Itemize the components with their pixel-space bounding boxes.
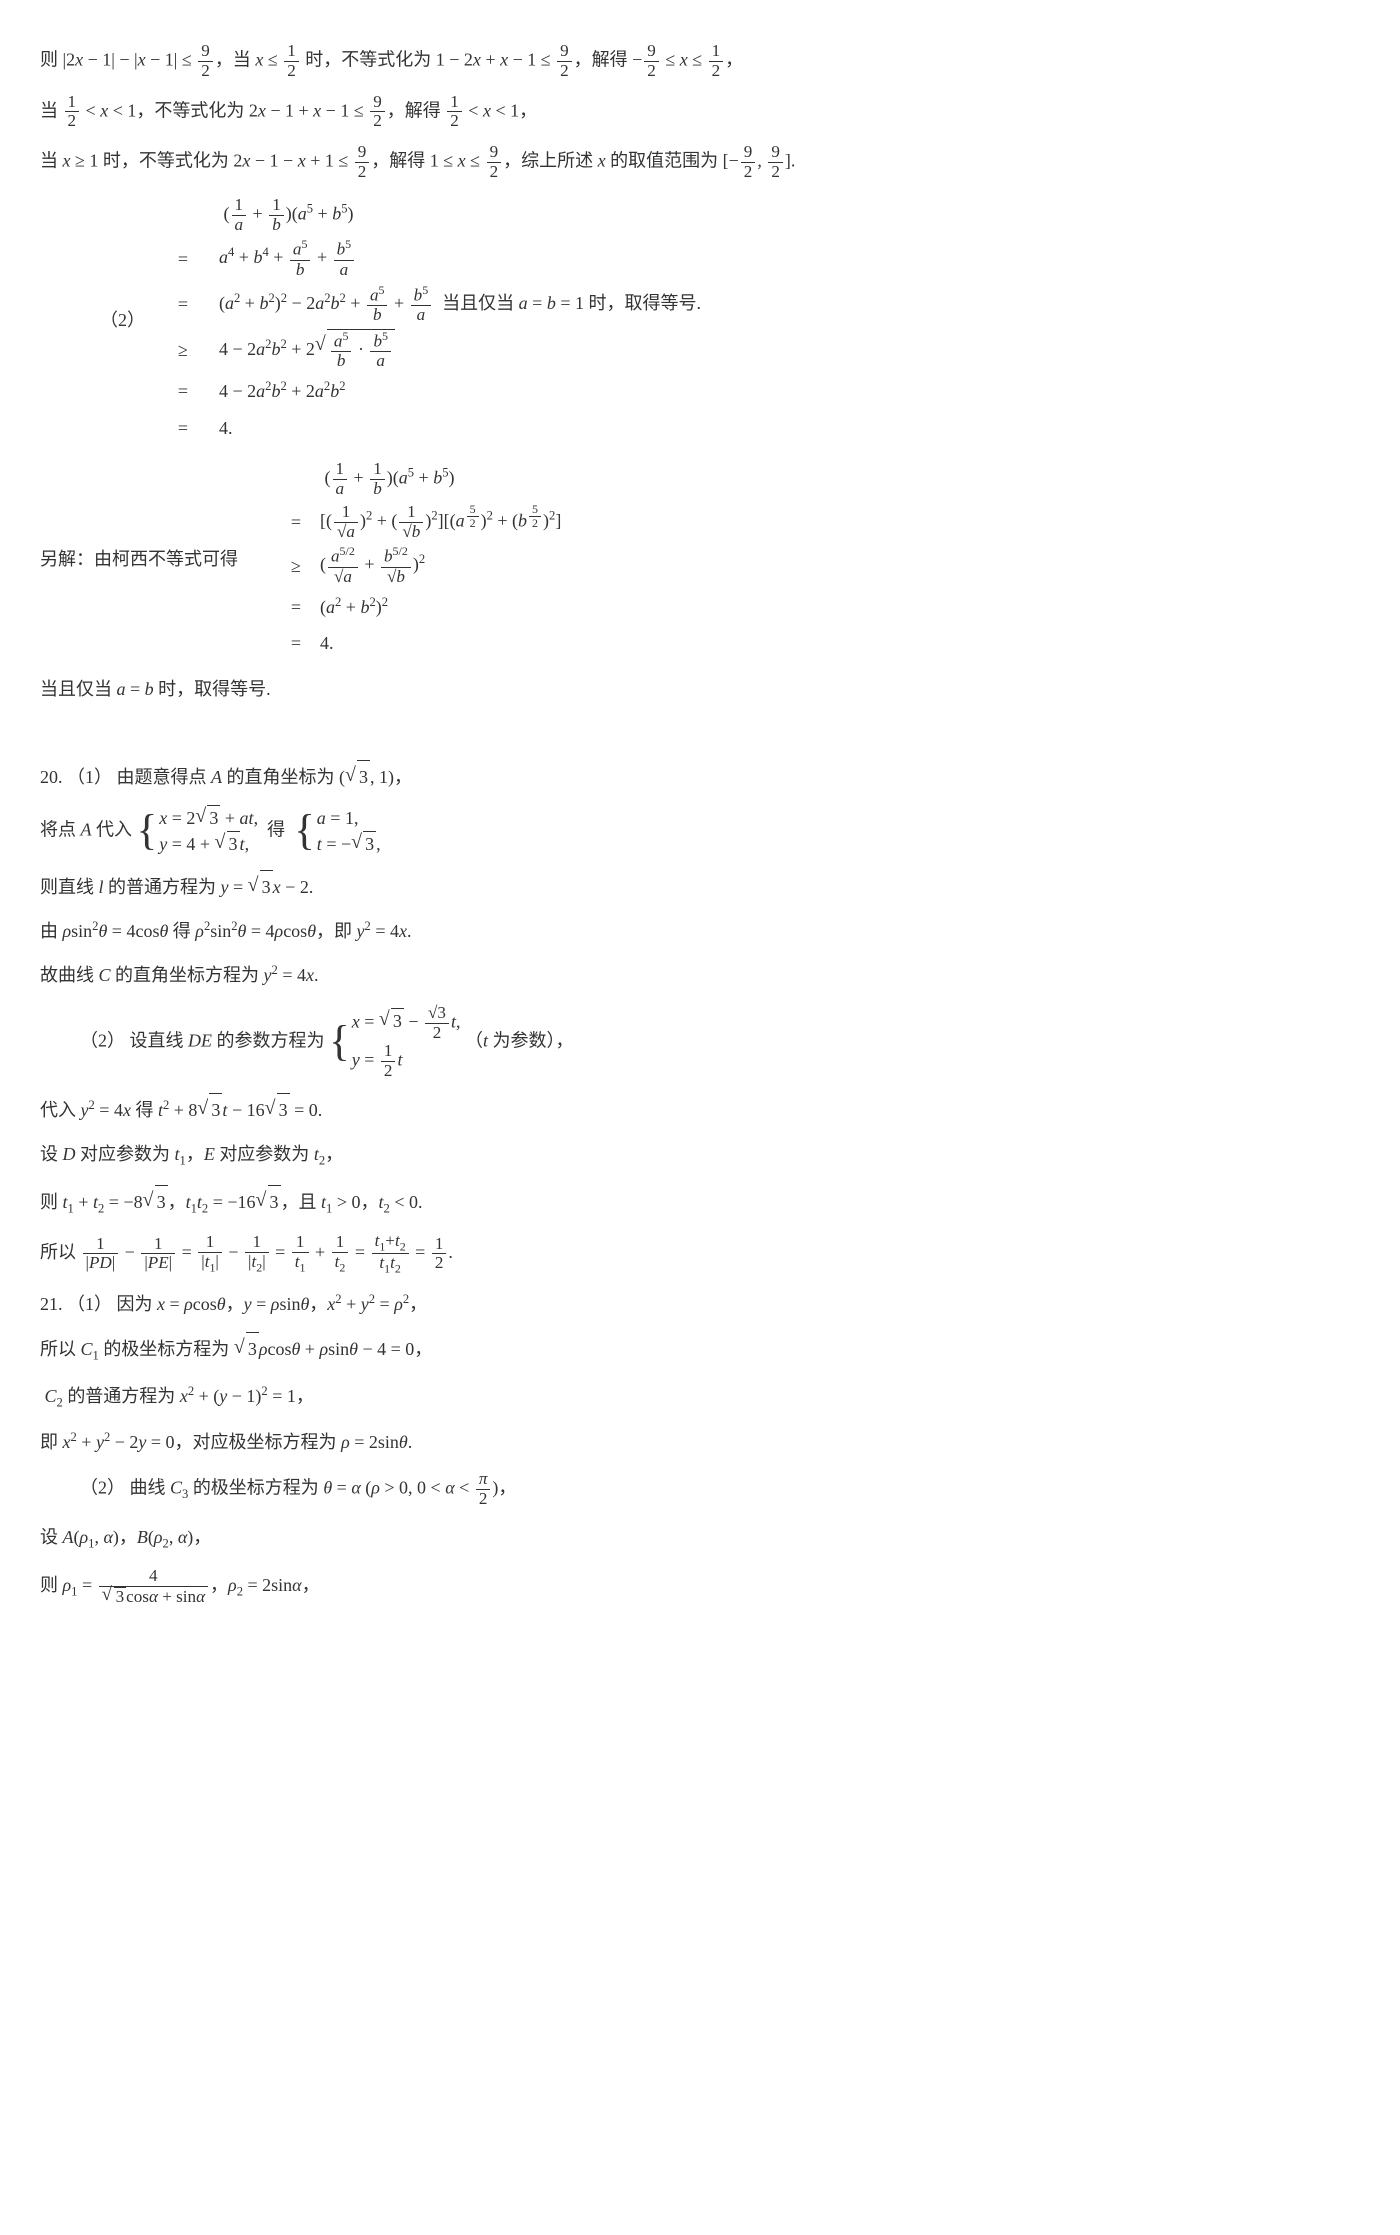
problem-20-6: （2） 设直线 DE 的参数方程为 {x = 3 − √32t,y = 12t … [80, 1004, 1360, 1081]
problem-21-4: 即 x2 + y2 − 2y = 0，对应极坐标方程为 ρ = 2sinθ. [40, 1426, 1360, 1458]
problem-20-3: 则直线 l 的普通方程为 y = 3x − 2. [40, 870, 1360, 903]
alt-solution-row: 另解：由柯西不等式可得 (1a + 1b)(a5 + b5) =[(1√a)2 … [40, 458, 1360, 661]
problem-20-9: 则 t1 + t2 = −83，t1t2 = −163，且 t1 > 0，t2 … [40, 1185, 1360, 1220]
text-line: 则 |2x − 1| − |x − 1| ≤ 92，当 x ≤ 12 时，不等式… [40, 42, 1360, 81]
equation-table-alt: (1a + 1b)(a5 + b5) =[(1√a)2 + (1√b)2][(a… [278, 458, 567, 661]
text-line: 当 x ≥ 1 时，不等式化为 2x − 1 − x + 1 ≤ 92，解得 1… [40, 143, 1360, 182]
problem-20-8: 设 D 对应参数为 t1，E 对应参数为 t2， [40, 1138, 1360, 1172]
problem-21-2: 所以 C1 的极坐标方程为 3ρcosθ + ρsinθ − 4 = 0， [40, 1332, 1360, 1367]
problem-21-7: 则 ρ1 = 43cosα + sinα，ρ2 = 2sinα， [40, 1567, 1360, 1607]
problem-20-7: 代入 y2 = 4x 得 t2 + 83t − 163 = 0. [40, 1093, 1360, 1126]
problem-20-1: 20. （1） 由题意得点 A 的直角坐标为 (3, 1)， [40, 760, 1360, 793]
problem-20-5: 故曲线 C 的直角坐标方程为 y2 = 4x. [40, 959, 1360, 991]
equation-label: （2） [100, 304, 145, 336]
equation-block-2: （2） (1a + 1b)(a5 + b5) =a4 + b4 + a5b + … [100, 194, 1360, 446]
equation-table: (1a + 1b)(a5 + b5) =a4 + b4 + a5b + b5a … [165, 194, 707, 446]
problem-21-6: 设 A(ρ1, α)，B(ρ2, α)， [40, 1521, 1360, 1555]
problem-20-4: 由 ρsin2θ = 4cosθ 得 ρ2sin2θ = 4ρcosθ，即 y2… [40, 915, 1360, 947]
problem-20-10: 所以 1|PD| − 1|PE| = 1|t1| − 1|t2| = 1t1 +… [40, 1232, 1360, 1276]
text-line: 当且仅当 a = b 时，取得等号. [40, 673, 1360, 705]
problem-21-3: C2 的普通方程为 x2 + (y − 1)2 = 1， [40, 1380, 1360, 1414]
alt-label: 另解：由柯西不等式可得 [40, 543, 238, 575]
problem-21-5: （2） 曲线 C3 的极坐标方程为 θ = α (ρ > 0, 0 < α < … [80, 1470, 1360, 1509]
problem-20-2: 将点 A 代入 {x = 23 + at,y = 4 + 3t, 得 {a = … [40, 805, 1360, 857]
text-line: 当 12 < x < 1，不等式化为 2x − 1 + x − 1 ≤ 92，解… [40, 93, 1360, 132]
problem-21-1: 21. （1） 因为 x = ρcosθ，y = ρsinθ，x2 + y2 =… [40, 1288, 1360, 1320]
